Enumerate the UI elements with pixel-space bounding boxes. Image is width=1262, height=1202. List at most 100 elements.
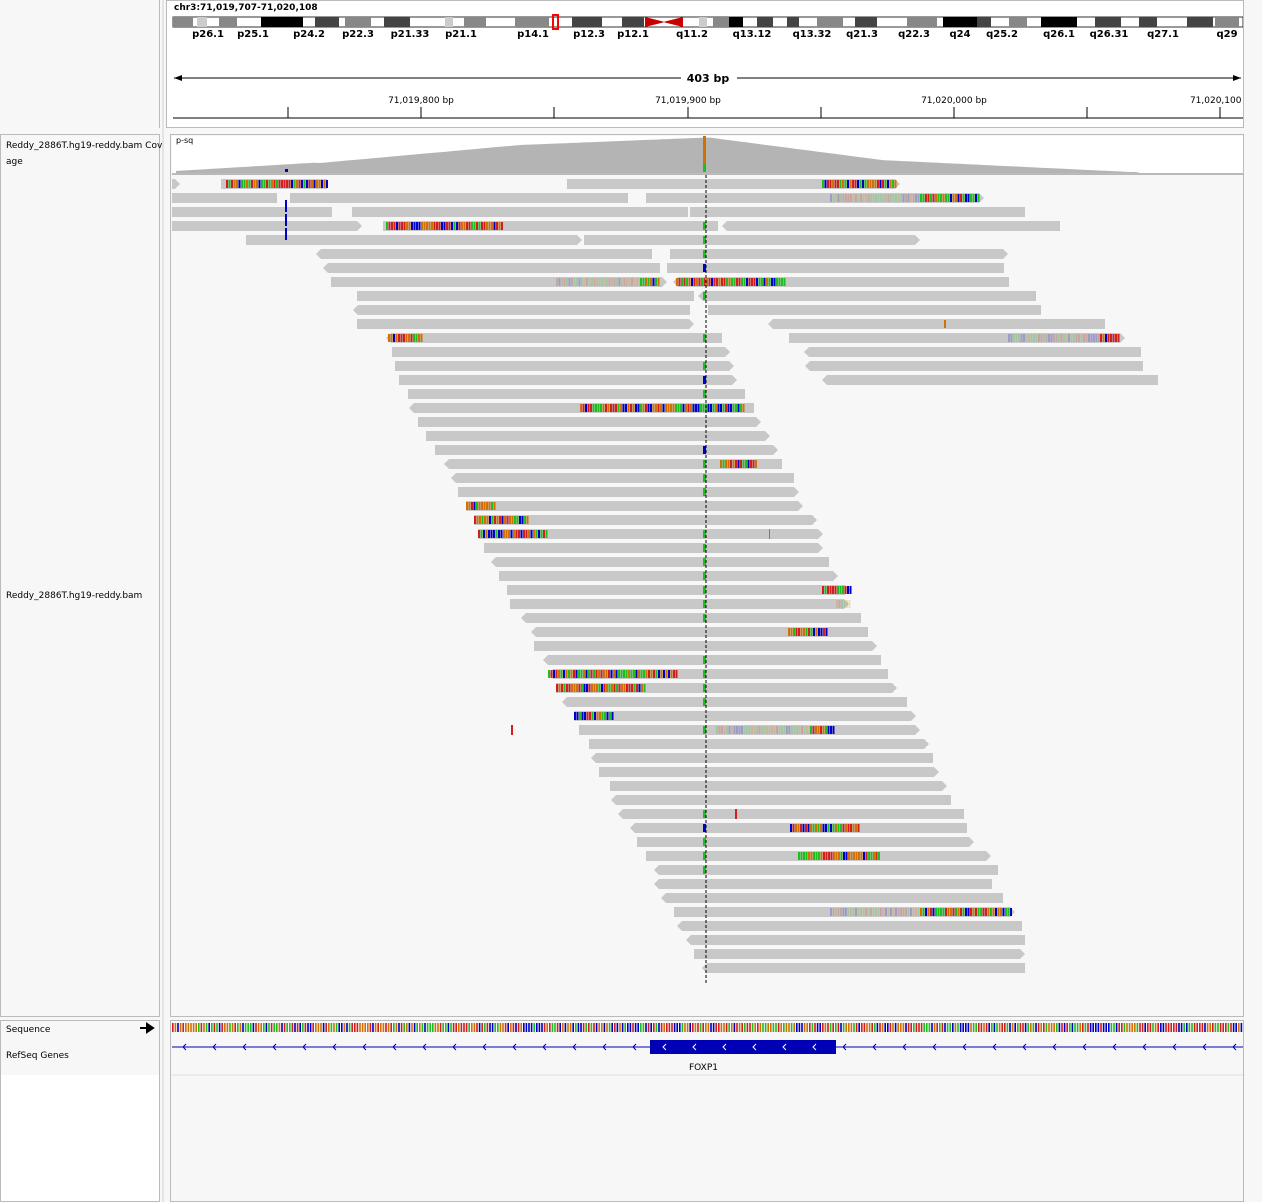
mismatch-base — [708, 278, 711, 286]
sequence-base — [1004, 1023, 1006, 1032]
sequence-base — [395, 1023, 398, 1032]
sequence-base — [699, 1023, 702, 1032]
mismatch-base — [268, 180, 271, 188]
gene-label[interactable]: FOXP1 — [689, 1063, 719, 1073]
mismatch-base — [829, 180, 832, 188]
locus-label: chr3:71,019,707-71,020,108 — [174, 3, 318, 13]
snp-base — [511, 725, 513, 735]
sequence-base — [515, 1023, 517, 1032]
mismatch-base — [573, 670, 575, 678]
mismatch-base — [461, 222, 463, 230]
sequence-base — [187, 1023, 190, 1032]
sequence-base — [866, 1023, 868, 1032]
read — [458, 487, 799, 497]
sequence-base — [689, 1023, 691, 1032]
alignment-view[interactable] — [171, 135, 1243, 1016]
strand-arrow-icon[interactable] — [139, 1022, 157, 1034]
mismatch-base — [922, 194, 925, 202]
mismatch-base — [588, 278, 591, 286]
mismatch-base — [865, 908, 867, 916]
mismatch-base — [890, 908, 892, 916]
mismatch-base — [818, 628, 820, 636]
sequence-track-name[interactable]: Sequence — [6, 1025, 51, 1035]
sequence-base — [481, 1023, 483, 1032]
mismatch-base — [598, 278, 601, 286]
mismatch-base — [907, 194, 910, 202]
feature-view[interactable] — [171, 1021, 1243, 1201]
mismatch-base — [910, 908, 912, 916]
mismatch-base — [910, 194, 912, 202]
mismatch-base — [937, 908, 940, 916]
snp-base — [703, 376, 706, 384]
mismatch-base — [1107, 334, 1110, 342]
mismatch-base — [648, 670, 650, 678]
mismatch-base — [431, 222, 433, 230]
sequence-base — [494, 1023, 496, 1032]
mismatch-base — [793, 628, 795, 636]
sequence-base — [957, 1023, 959, 1032]
mismatch-base — [842, 824, 845, 832]
sequence-base — [554, 1023, 556, 1032]
mismatch-base — [261, 180, 263, 188]
panel-divider[interactable] — [162, 0, 164, 1202]
mismatch-base — [535, 530, 538, 538]
snp-base — [703, 698, 706, 706]
ruler-panel: chr3:71,019,707-71,020,108 p26.1 p25.1 p24… — [166, 0, 1244, 128]
sequence-base — [208, 1023, 210, 1032]
sequence-base — [312, 1023, 314, 1032]
sequence-base — [946, 1023, 949, 1032]
sequence-base — [637, 1023, 639, 1032]
mismatch-base — [761, 726, 763, 734]
sequence-base — [1175, 1023, 1178, 1032]
mismatch-base — [628, 670, 630, 678]
band-label: p24.2 — [293, 29, 325, 40]
chromosome-ideogram[interactable]: p26.1 p25.1 p24.2 p22.3 p21.33 p21.1 p14.1 p12.… — [167, 1, 1243, 129]
mismatch-base — [1090, 334, 1093, 342]
refseq-track-name[interactable]: RefSeq Genes — [6, 1051, 69, 1061]
mismatch-base — [810, 628, 813, 636]
mismatch-base — [725, 404, 727, 412]
sequence-base — [582, 1023, 585, 1032]
strand-chevron-icon — [782, 1043, 787, 1051]
mismatch-base — [1008, 334, 1010, 342]
read — [408, 389, 745, 399]
ideogram-band — [445, 17, 453, 27]
sequence-base — [632, 1023, 634, 1032]
sequence-base — [803, 1023, 806, 1032]
mismatch-base — [484, 516, 486, 524]
mismatch-base — [1025, 334, 1028, 342]
mismatch-base — [877, 194, 880, 202]
read — [677, 921, 1022, 931]
mismatch-base — [781, 726, 783, 734]
mismatch-base — [493, 530, 495, 538]
feature-panel[interactable]: FOXP1 — [170, 1020, 1244, 1202]
sequence-base — [377, 1023, 379, 1032]
data-panel[interactable]: p-sq — [170, 134, 1244, 1017]
mismatch-base — [723, 726, 726, 734]
coverage-track-name-cont[interactable]: age — [6, 157, 23, 167]
alignment-track-name[interactable]: Reddy_2886T.hg19-reddy.bam — [6, 591, 143, 601]
sequence-base — [1048, 1023, 1050, 1032]
strand-chevron-icon — [962, 1043, 967, 1051]
sequence-base — [1199, 1023, 1201, 1032]
sequence-base — [777, 1023, 780, 1032]
sequence-base — [926, 1023, 928, 1032]
coverage-track-name[interactable]: Reddy_2886T.hg19-reddy.bam Cov — [6, 141, 163, 151]
sequence-base — [585, 1023, 587, 1032]
mismatch-base — [578, 670, 580, 678]
mismatch-base — [638, 278, 641, 286]
sequence-base — [1139, 1023, 1141, 1032]
mismatch-base — [278, 180, 281, 188]
mismatch-base — [406, 222, 408, 230]
read — [386, 333, 722, 343]
mismatch-base — [633, 684, 636, 692]
mismatch-base — [832, 194, 835, 202]
mismatch-base — [837, 194, 840, 202]
mismatch-base — [593, 670, 595, 678]
read — [708, 305, 1041, 315]
read — [768, 319, 1105, 329]
mismatch-base — [395, 334, 398, 342]
mismatch-base — [927, 194, 930, 202]
ideogram-band — [219, 17, 237, 27]
mismatch-base — [571, 278, 573, 286]
